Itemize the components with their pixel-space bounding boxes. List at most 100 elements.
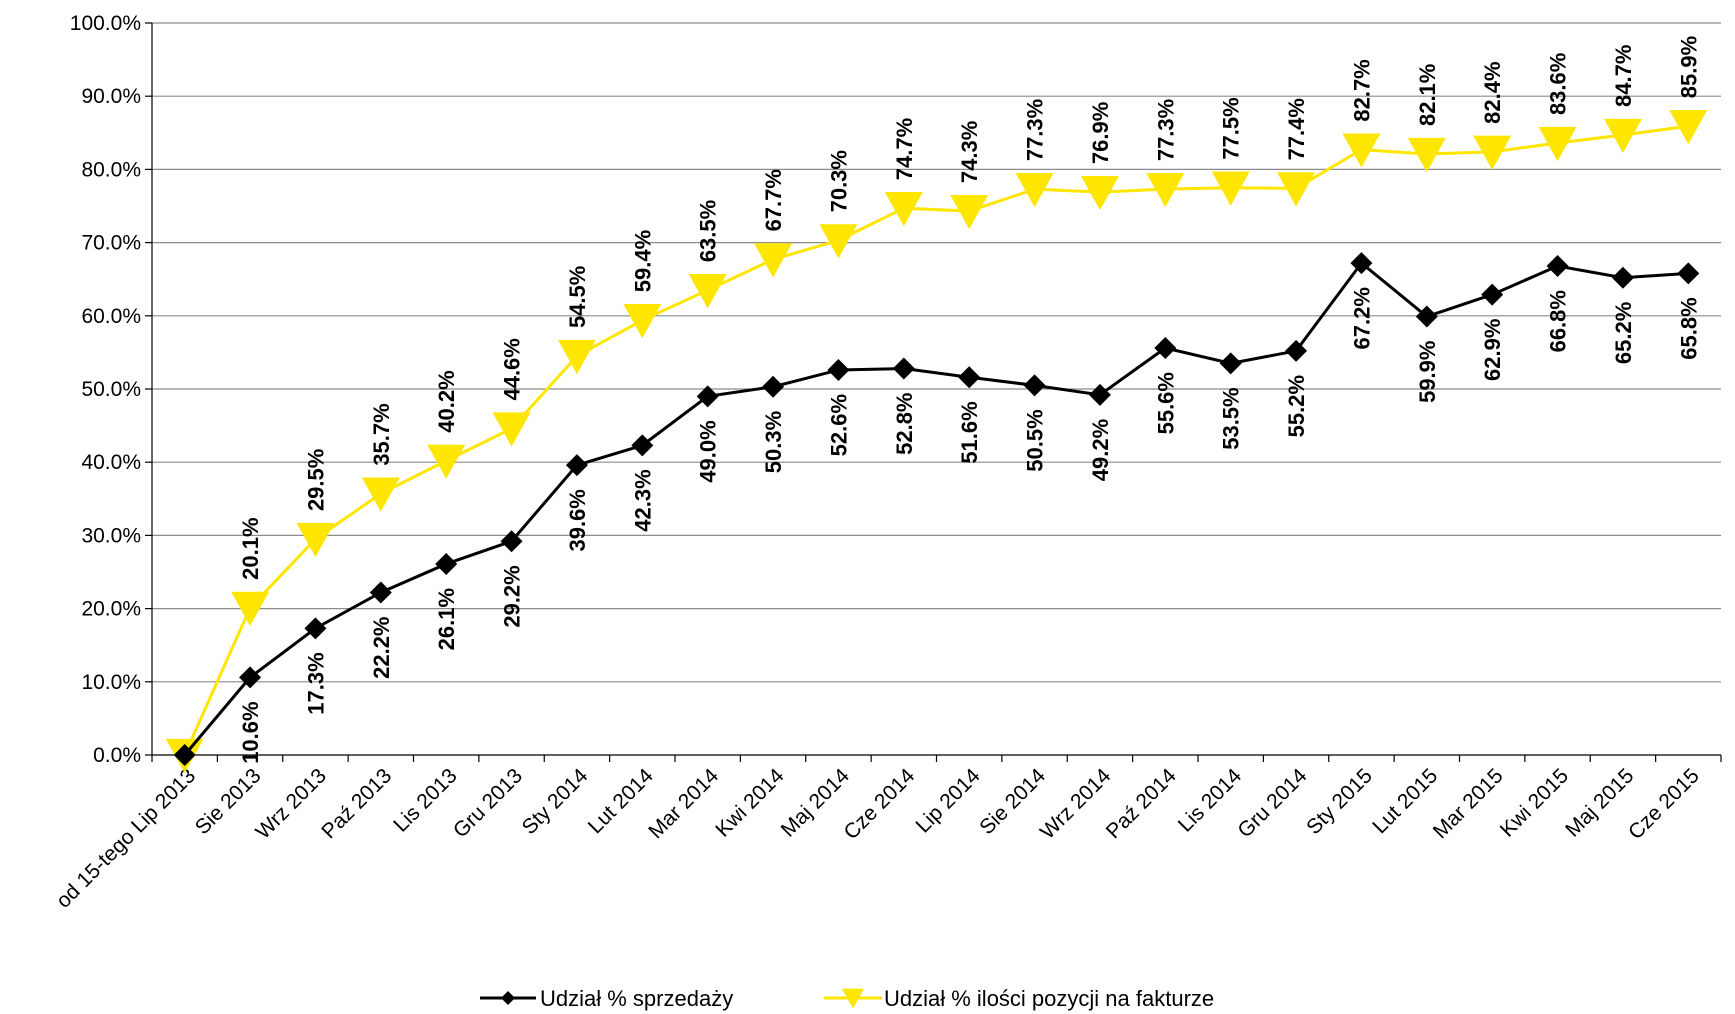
series-group	[165, 110, 1708, 774]
data-labels: 10.6% 17.3% 22.2% 26.1% 29.2% 39.6% 42.3% 49.0%…	[238, 36, 1701, 764]
data-point	[1219, 352, 1242, 375]
data-point	[958, 366, 981, 389]
data-point	[1342, 133, 1381, 168]
data-point	[1603, 118, 1642, 154]
x-tick-label: Gru 2014	[1233, 764, 1311, 842]
data-label: 59.9%	[1415, 341, 1440, 403]
y-tick-label: 80.0%	[81, 158, 141, 181]
data-label: 50.5%	[1023, 409, 1048, 471]
y-tick-label: 100.0%	[70, 12, 141, 35]
data-point	[231, 591, 270, 626]
x-tick-label: Lip 2014	[911, 764, 984, 837]
data-point	[173, 744, 196, 766]
data-point	[500, 530, 523, 553]
data-label: 82.1%	[1415, 64, 1440, 126]
data-point	[623, 304, 662, 339]
data-point	[754, 243, 793, 278]
data-label: 53.5%	[1219, 387, 1244, 449]
data-label: 77.4%	[1284, 98, 1309, 160]
data-point	[296, 522, 335, 558]
x-tick-label: Sty 2014	[518, 764, 593, 839]
data-label: 40.2%	[434, 370, 459, 432]
series-line	[183, 260, 1689, 756]
legend-triangle-marker	[842, 988, 864, 1009]
data-label: 70.3%	[826, 150, 851, 212]
data-label: 77.3%	[1023, 99, 1048, 161]
data-point	[1407, 137, 1446, 173]
data-point	[1677, 262, 1700, 285]
data-label: 29.5%	[303, 449, 328, 511]
data-label: 39.6%	[565, 489, 590, 551]
data-label: 55.2%	[1284, 375, 1309, 437]
data-label: 20.1%	[238, 517, 263, 579]
data-label: 29.2%	[500, 565, 525, 627]
y-axis-ticks: 0.0% 10.0% 20.0% 30.0% 40.0% 50.0% 60.0% 70.0% 8…	[70, 12, 152, 767]
x-tick-label: Paź 2013	[317, 764, 396, 843]
data-point	[1473, 135, 1512, 170]
y-tick-label: 60.0%	[81, 305, 141, 328]
data-label: 52.8%	[892, 393, 917, 455]
data-point	[884, 192, 923, 227]
data-point	[1546, 255, 1569, 278]
x-tick-label: Gru 2013	[449, 764, 527, 842]
data-point	[557, 339, 596, 375]
data-point	[1023, 374, 1046, 397]
legend: Udział % sprzedaży Udział % ilości pozyc…	[480, 986, 1214, 1011]
data-label: 65.2%	[1611, 302, 1636, 364]
data-point	[1669, 110, 1708, 145]
data-label: 66.8%	[1546, 290, 1571, 352]
data-point	[1285, 339, 1308, 362]
x-tick-label: Paź 2014	[1102, 764, 1181, 843]
x-tick-label: Mar 2014	[644, 764, 723, 843]
data-point	[565, 454, 588, 477]
data-point	[688, 274, 727, 309]
x-tick-label: Wrz 2014	[1036, 764, 1116, 844]
data-point	[819, 224, 858, 259]
data-point	[1538, 126, 1577, 162]
y-tick-label: 90.0%	[81, 85, 141, 108]
data-label: 82.4%	[1480, 61, 1505, 123]
y-tick-label: 40.0%	[81, 451, 141, 474]
data-point	[950, 194, 989, 230]
legend-item-sales: Udział % sprzedaży	[480, 986, 733, 1011]
data-point	[892, 357, 915, 380]
data-point	[369, 581, 392, 604]
legend-label-sales: Udział % sprzedaży	[540, 986, 733, 1011]
x-tick-label: Mar 2015	[1429, 764, 1508, 843]
data-label: 82.7%	[1349, 59, 1374, 121]
data-point	[827, 358, 850, 381]
data-label: 84.7%	[1611, 45, 1636, 107]
data-point	[427, 444, 466, 479]
x-tick-label: Wrz 2013	[251, 764, 331, 844]
data-label: 67.2%	[1349, 287, 1374, 349]
data-point	[1015, 173, 1054, 208]
data-label: 83.6%	[1546, 53, 1571, 115]
x-tick-label: Kwi 2015	[1496, 764, 1573, 841]
data-label: 74.7%	[892, 118, 917, 180]
x-tick-label: Kwi 2014	[711, 764, 789, 842]
y-tick-label: 0.0%	[93, 744, 141, 767]
data-point	[762, 375, 785, 398]
data-point	[1277, 172, 1316, 207]
legend-item-invoice-positions: Udział % ilości pozycji na fakturze	[824, 986, 1214, 1011]
x-tick-label: od 15-tego Lip 2013	[52, 764, 200, 912]
data-label: 67.7%	[761, 169, 786, 231]
data-point	[435, 552, 458, 575]
data-point	[1611, 266, 1634, 289]
data-point	[361, 477, 400, 512]
data-label: 44.6%	[500, 338, 525, 400]
data-point	[1146, 173, 1185, 208]
y-tick-label: 30.0%	[81, 524, 141, 547]
data-point	[304, 617, 327, 640]
data-label: 49.0%	[696, 420, 721, 482]
data-label: 42.3%	[630, 469, 655, 531]
data-label: 10.6%	[238, 701, 263, 763]
data-label: 50.3%	[761, 411, 786, 473]
data-label: 54.5%	[565, 266, 590, 328]
data-label: 35.7%	[369, 403, 394, 465]
data-point	[492, 412, 531, 447]
data-point	[1088, 383, 1111, 406]
y-tick-label: 10.0%	[81, 671, 141, 694]
